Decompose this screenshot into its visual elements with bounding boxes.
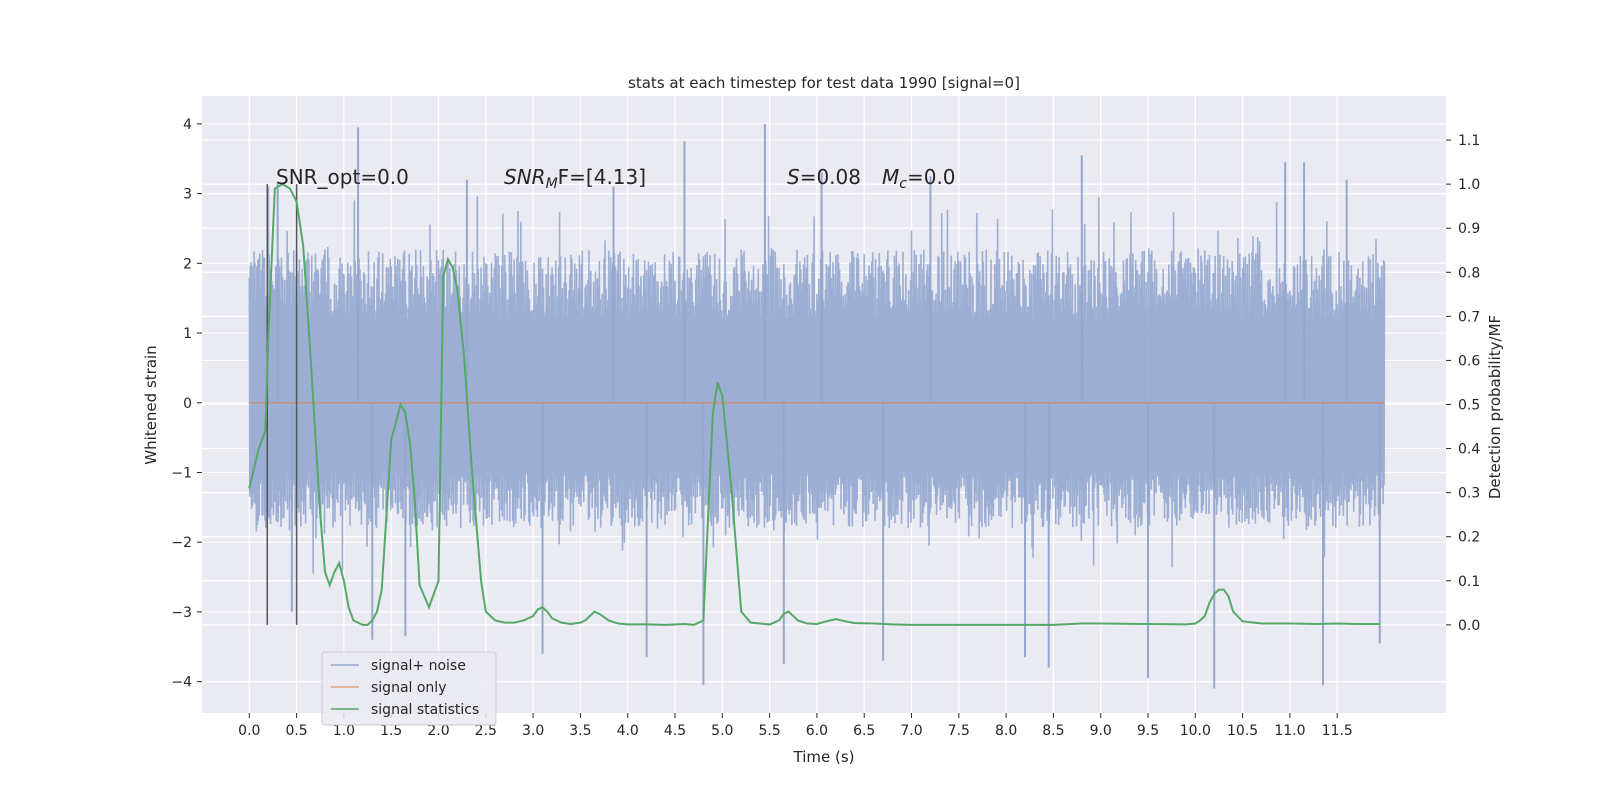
y-axis-right-label: Detection probability/MF: [1486, 315, 1504, 499]
x-tick-label: 9.5: [1137, 723, 1159, 739]
x-tick-label: 7.0: [900, 723, 922, 739]
annotation-snr-mf: SNRMF=[4.13]: [504, 165, 646, 192]
y-right-tick-label: 1.1: [1458, 133, 1480, 149]
x-tick-label: 3.0: [522, 723, 544, 739]
y-right-tick-label: 1.0: [1458, 177, 1480, 193]
x-tick-label: 5.0: [711, 723, 733, 739]
x-tick-label: 2.5: [475, 723, 497, 739]
x-tick-label: 1.5: [380, 723, 402, 739]
y-left-tick-label: 1: [183, 326, 192, 342]
legend: signal+ noise signal only signal statist…: [321, 651, 497, 726]
x-axis-label: Time (s): [793, 748, 855, 766]
x-tick-label: 8.0: [995, 723, 1017, 739]
legend-label-signal-noise: signal+ noise: [371, 658, 466, 674]
ticks: 0.0 0.5 1.0 1.5 2.0 2.5 3.0 3.5 4.0 4.5 5.0 5.5 6.0 6…: [171, 117, 1480, 739]
x-tick-label: 11.5: [1322, 723, 1353, 739]
x-tick-label: 4.5: [664, 723, 686, 739]
x-tick-label: 1.0: [333, 723, 355, 739]
series-signal-statistics-line: [248, 182, 1380, 626]
y-right-tick-label: 0.4: [1458, 442, 1480, 458]
annotation-s-main: S: [787, 165, 800, 189]
y-left-tick-label: 2: [183, 256, 192, 272]
legend-label-signal-only: signal only: [371, 680, 446, 696]
x-tick-label: 6.5: [853, 723, 875, 739]
annotation-mc: Mc=0.0: [882, 165, 956, 192]
y-right-tick-label: 0.9: [1458, 221, 1480, 237]
annotation-snr-mf-rest: F=[4.13]: [558, 165, 646, 189]
y-right-tick-label: 0.7: [1458, 309, 1480, 325]
x-tick-label: 8.5: [1042, 723, 1064, 739]
annotation-snr-mf-main: SNR: [504, 165, 546, 189]
annotation-mc-main: M: [882, 165, 899, 189]
y-left-tick-label: −3: [171, 605, 192, 621]
x-tick-label: 6.0: [806, 723, 828, 739]
y-left-tick-label: 3: [183, 187, 192, 203]
y-left-tick-label: −2: [171, 535, 192, 551]
series-signal-noise-line: [248, 196, 1386, 574]
y-right-tick-label: 0.3: [1458, 486, 1480, 502]
x-tick-label: 0.5: [285, 723, 307, 739]
annotation-mc-rest: =0.0: [907, 165, 956, 189]
x-tick-label: 3.5: [569, 723, 591, 739]
x-tick-label: 9.0: [1090, 723, 1112, 739]
chart-title: stats at each timestep for test data 199…: [628, 74, 1020, 92]
y-right-tick-label: 0.5: [1458, 398, 1480, 414]
y-right-tick-label: 0.6: [1458, 353, 1480, 369]
x-tick-label: 0.0: [238, 723, 260, 739]
y-left-tick-label: −1: [171, 465, 192, 481]
y-left-tick-label: −4: [171, 675, 192, 691]
y-left-tick-label: 4: [183, 117, 192, 133]
annotation-mc-sub: c: [899, 176, 907, 192]
x-tick-label: 10.5: [1227, 723, 1258, 739]
x-tick-label: 2.0: [427, 723, 449, 739]
x-tick-label: 5.5: [758, 723, 780, 739]
legend-label-signal-statistics: signal statistics: [371, 702, 479, 718]
legend-box: [321, 651, 497, 726]
y-right-tick-label: 0.0: [1458, 618, 1480, 634]
annotation-s-rest: =0.08: [800, 165, 861, 189]
y-right-tick-label: 0.2: [1458, 530, 1480, 546]
y-axis-left-label: Whitened strain: [142, 345, 160, 464]
y-right-tick-label: 0.8: [1458, 265, 1480, 281]
x-tick-label: 7.5: [948, 723, 970, 739]
annotation-snr-mf-sub: M: [546, 176, 558, 192]
annotation-snr-opt: SNR_opt=0.0: [276, 165, 409, 189]
plot-content: [248, 123, 1386, 689]
y-right-tick-label: 0.1: [1458, 574, 1480, 590]
x-tick-label: 11.0: [1274, 723, 1305, 739]
y-left-tick-label: 0: [183, 396, 192, 412]
x-tick-label: 10.0: [1180, 723, 1211, 739]
x-tick-label: 4.0: [617, 723, 639, 739]
annotation-s: S=0.08: [787, 165, 861, 189]
